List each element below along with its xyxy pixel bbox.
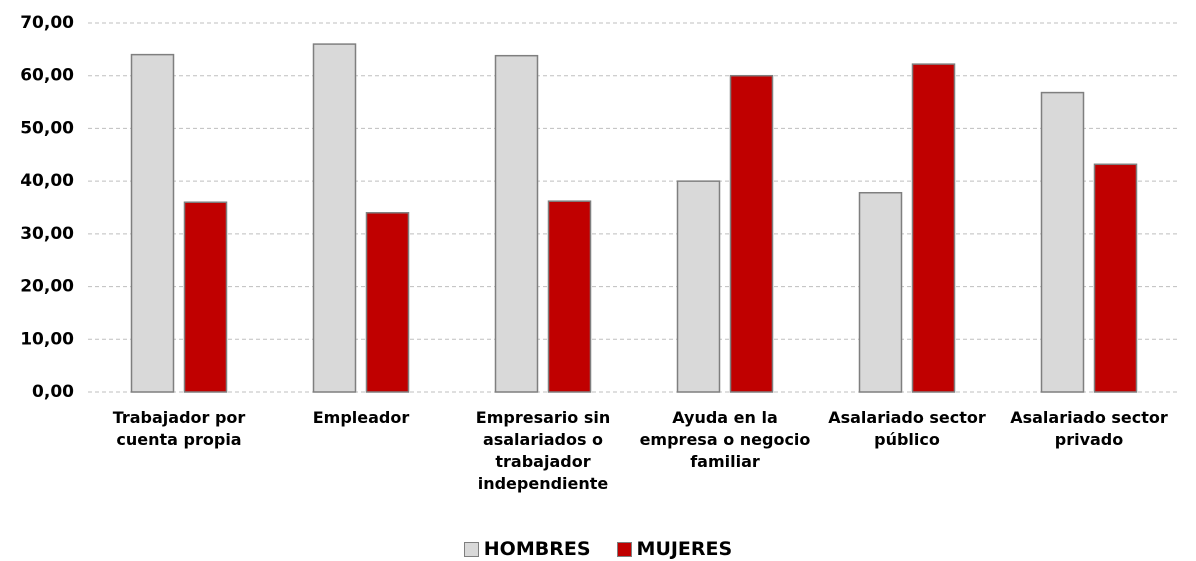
y-tick-label: 0,00 — [32, 382, 74, 402]
bar — [365, 212, 410, 393]
y-tick-label: 30,00 — [20, 224, 74, 244]
x-tick-label: Ayuda en la empresa o negocio familiar — [639, 408, 811, 471]
bar — [130, 53, 175, 393]
y-tick-label: 70,00 — [20, 13, 74, 33]
bar — [911, 63, 956, 393]
y-tick-label: 60,00 — [20, 66, 74, 86]
bar — [858, 191, 903, 393]
bar — [494, 54, 539, 393]
legend-item: HOMBRES — [463, 538, 591, 560]
legend-swatch — [463, 541, 479, 557]
legend-item: MUJERES — [616, 538, 733, 560]
bar — [1040, 91, 1085, 393]
x-tick-label: Asalariado sector privado — [1010, 408, 1168, 449]
x-tick-label: Trabajador por cuenta propia — [112, 408, 246, 449]
legend: HOMBRES MUJERES — [0, 538, 1196, 560]
legend-label: HOMBRES — [483, 538, 591, 560]
bar — [729, 74, 774, 393]
bar — [1093, 163, 1138, 393]
y-tick-label: 10,00 — [20, 329, 74, 349]
legend-swatch — [616, 541, 632, 557]
y-tick-label: 40,00 — [20, 171, 74, 191]
bar — [547, 200, 592, 393]
bar — [183, 201, 228, 393]
bar — [676, 180, 721, 393]
x-tick-label: Empleador — [312, 408, 410, 427]
x-tick-label: Empresario sin asalariados o trabajador … — [475, 408, 611, 493]
legend-label: MUJERES — [636, 538, 733, 560]
bar — [312, 43, 357, 393]
x-tick-label: Asalariado sector público — [828, 408, 986, 449]
y-tick-label: 20,00 — [20, 277, 74, 297]
y-tick-label: 50,00 — [20, 118, 74, 138]
